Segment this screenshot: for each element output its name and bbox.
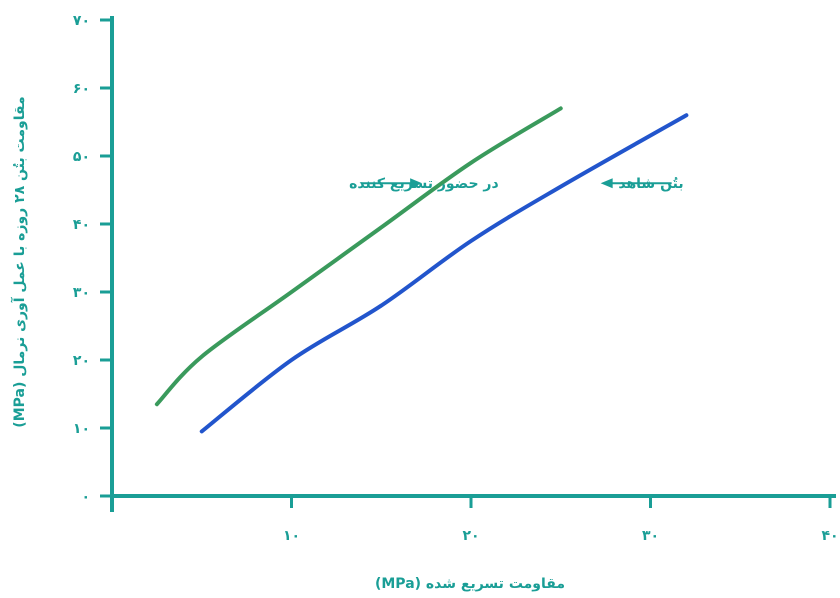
x-ticks: ۱۰ ۲۰ ۳۰ ۴۰ [283,496,839,544]
x-axis-title: مقاومت تسریع شده (MPa) [375,576,565,592]
series-line-1 [199,113,689,434]
y-tick-label: ۷۰ [73,13,90,29]
y-tick-label: ۵۰ [73,149,90,165]
x-tick-label: ۳۰ [642,528,659,544]
x-tick-label: ۲۰ [462,528,479,544]
x-tick-label: ۱۰ [283,528,300,544]
y-ticks: ۰ ۱۰ ۲۰ ۳۰ ۴۰ ۵۰ ۶۰ ۷۰ [73,13,112,505]
series-lines [154,106,689,434]
annotation-label-1: بتُن شاهد [618,176,683,192]
annotation-label-0: در حضور تسریع کننده [349,176,499,192]
annotation-arrowhead-0 [410,178,423,189]
y-tick-label: ۰ [81,489,90,505]
y-tick-label: ۱۰ [73,421,90,437]
y-tick-label: ۶۰ [73,81,90,97]
series-line-0 [154,106,563,407]
x-tick-label: ۴۰ [821,528,838,544]
y-tick-label: ۲۰ [73,353,90,369]
annotation-arrowhead-1 [600,178,613,189]
y-tick-label: ۴۰ [73,217,90,233]
y-axis-title: مقاومت بتُن ۲۸ روزه با عمل آوری نرمال (M… [10,96,28,427]
annotations: در حضور تسریع کننده بتُن شاهد [349,176,684,192]
y-tick-label: ۳۰ [73,285,90,301]
plot-area: ۰ ۱۰ ۲۰ ۳۰ ۴۰ ۵۰ ۶۰ ۷۰ ۱۰ ۲۰ ۳۰ ۴۰ در حضور تسریع ک… [73,13,839,544]
